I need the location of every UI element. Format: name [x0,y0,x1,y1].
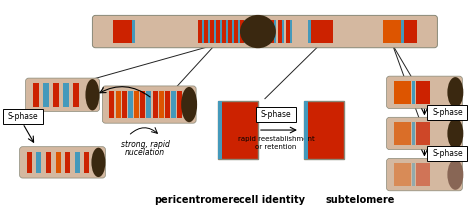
Text: cell identity: cell identity [239,195,305,205]
Bar [226,20,228,43]
Text: S-phase: S-phase [432,108,463,117]
FancyBboxPatch shape [428,105,467,120]
Bar [75,152,80,173]
Text: strong, rapid: strong, rapid [121,140,170,149]
Bar [393,81,411,104]
Text: S-phase: S-phase [261,110,291,119]
Bar [290,20,292,43]
Bar [246,20,250,43]
Bar [412,163,416,186]
Bar [238,20,240,43]
Bar [214,20,216,43]
FancyBboxPatch shape [26,78,100,111]
Bar [234,20,238,43]
Ellipse shape [85,79,100,110]
Bar [177,91,182,118]
Text: S-phase: S-phase [7,112,38,121]
Bar [33,83,39,106]
Bar [282,20,284,43]
Bar [274,20,276,43]
Text: nucelation: nucelation [125,148,165,157]
Bar [270,20,274,43]
Ellipse shape [447,160,463,190]
Bar [393,122,411,145]
Bar [36,152,41,173]
FancyBboxPatch shape [102,86,196,123]
Bar [134,91,139,118]
Bar [401,20,403,43]
Bar [140,91,145,118]
Bar [198,20,202,43]
Bar [311,20,333,43]
Bar [383,20,401,43]
Bar [84,152,90,173]
Bar [304,101,308,160]
Bar [113,20,133,43]
Ellipse shape [447,118,463,149]
Bar [403,20,418,43]
FancyBboxPatch shape [92,15,438,48]
Bar [412,122,416,145]
Ellipse shape [181,87,197,122]
Bar [63,83,69,106]
Bar [417,81,430,104]
Bar [222,20,226,43]
Bar [122,91,127,118]
Bar [218,101,258,160]
FancyBboxPatch shape [387,76,462,109]
Text: S-phase: S-phase [432,149,463,158]
Ellipse shape [91,148,105,177]
Bar [278,20,282,43]
Bar [208,20,210,43]
Ellipse shape [447,77,463,108]
Bar [210,20,214,43]
Bar [55,152,61,173]
Bar [412,81,416,104]
Bar [53,83,59,106]
Bar [220,20,222,43]
Text: rapid reestablishment: rapid reestablishment [237,136,314,142]
Bar [171,91,176,118]
Bar [286,20,290,43]
Text: subtelomere: subtelomere [325,195,394,205]
FancyBboxPatch shape [19,147,105,178]
Bar [240,20,244,43]
Bar [165,91,170,118]
Text: pericentromere: pericentromere [154,195,240,205]
Bar [159,91,164,118]
Bar [244,20,246,43]
Bar [73,83,79,106]
Bar [304,101,344,160]
FancyBboxPatch shape [256,107,296,122]
Bar [393,163,411,186]
Bar [128,91,133,118]
FancyBboxPatch shape [428,146,467,161]
Bar [417,163,430,186]
Bar [109,91,114,118]
Bar [116,91,120,118]
Bar [216,20,220,43]
Bar [43,83,49,106]
Text: or retention: or retention [255,144,297,150]
Ellipse shape [240,15,276,48]
Bar [417,122,430,145]
Bar [146,91,151,118]
Bar [132,20,135,43]
Bar [250,20,252,43]
Bar [218,101,222,160]
FancyBboxPatch shape [387,158,462,191]
Bar [232,20,234,43]
Bar [204,20,208,43]
Bar [202,20,204,43]
Bar [46,152,51,173]
FancyBboxPatch shape [387,117,462,150]
FancyBboxPatch shape [3,109,43,124]
Bar [65,152,70,173]
Bar [153,91,157,118]
Bar [228,20,232,43]
Bar [308,20,311,43]
Bar [27,152,32,173]
